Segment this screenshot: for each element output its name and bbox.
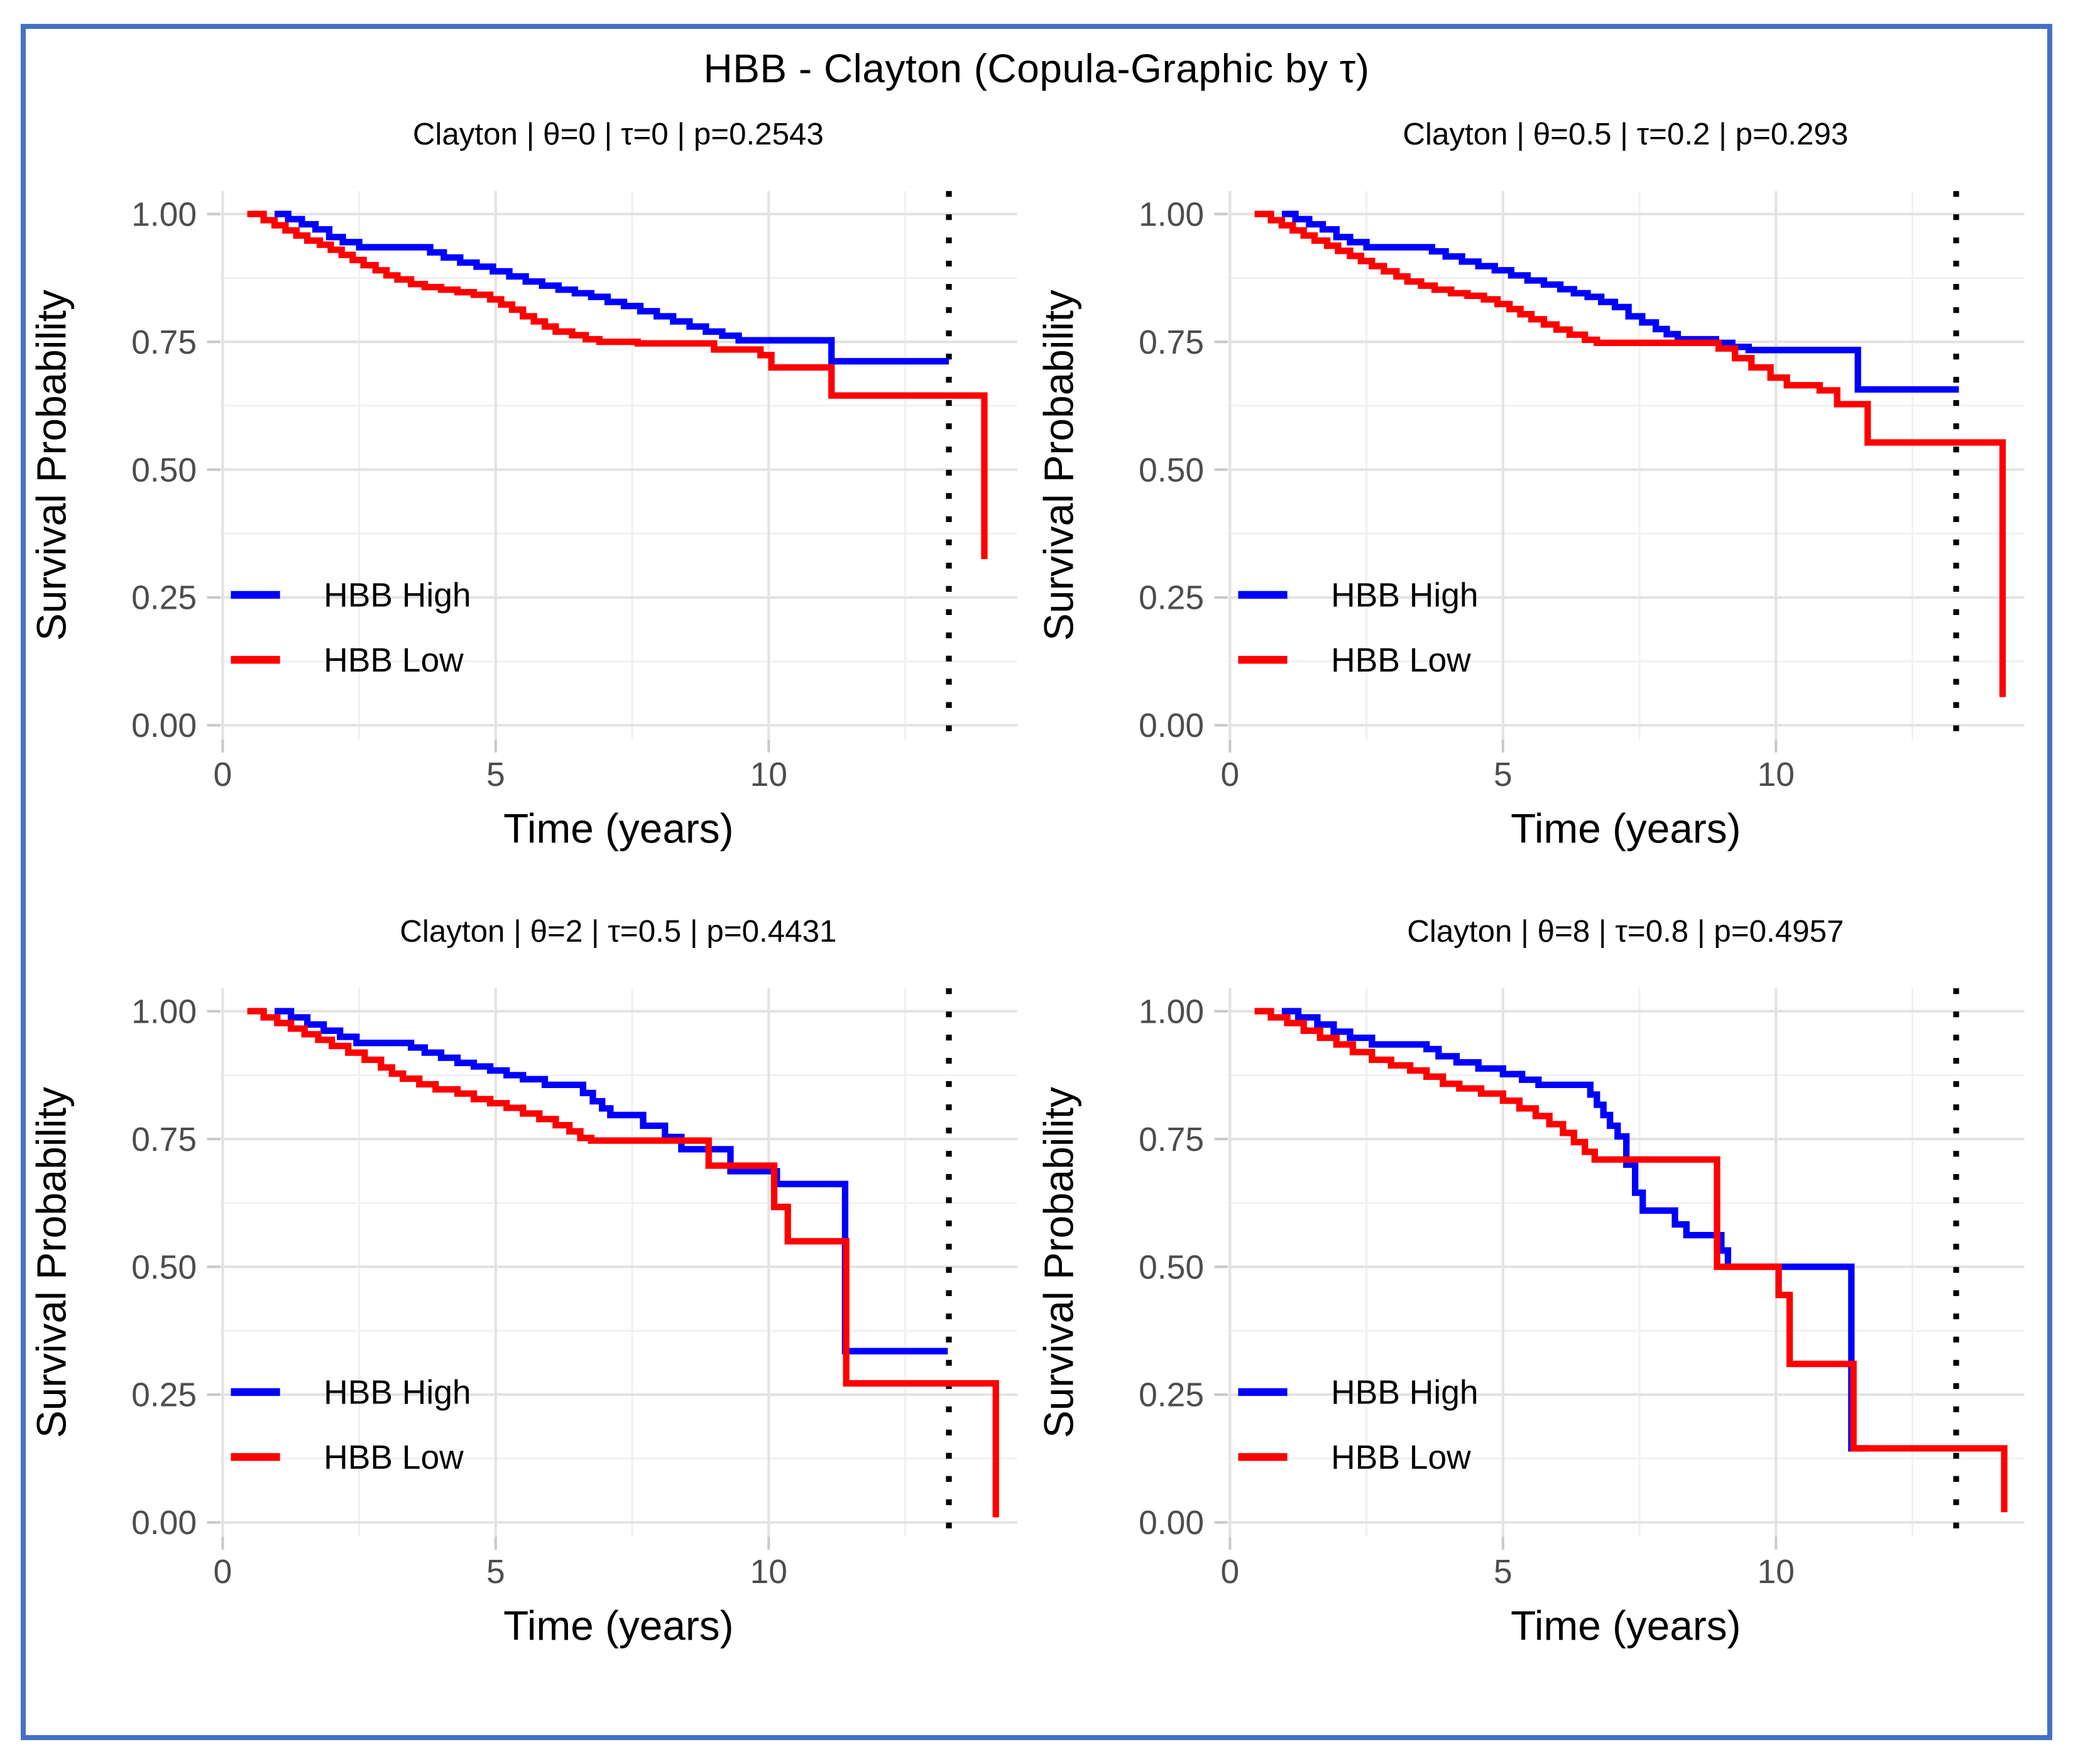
- svg-text:0.50: 0.50: [131, 1249, 197, 1286]
- svg-text:0.25: 0.25: [1139, 1376, 1204, 1413]
- survival-plot-theta2: 0 5 10 0.00 0.25 0.50 0.75 1.00 Time (years) Surv…: [30, 914, 1017, 1649]
- svg-text:5: 5: [1493, 756, 1512, 793]
- svg-text:0.25: 0.25: [131, 580, 197, 617]
- survival-curve-hbb-high: [274, 210, 949, 365]
- survival-plot-theta8: 0 5 10 0.00 0.25 0.50 0.75 1.00 Time (years) Surv…: [1037, 914, 2025, 1649]
- x-axis-title: Time (years): [503, 805, 733, 852]
- svg-text:10: 10: [750, 1554, 787, 1591]
- panel-subtitle: Clayton | θ=8 | τ=0.8 | p=0.4957: [1407, 914, 1844, 949]
- legend: HBB High HBB Low: [1237, 577, 1479, 679]
- svg-text:5: 5: [1493, 1554, 1512, 1591]
- legend-label-hbb-low: HBB Low: [1331, 1439, 1471, 1476]
- survival-panel-theta0: 0 5 10 0.00 0.25 0.50 0.75 1.00 Time (years) Surv…: [30, 94, 1037, 891]
- gridlines-minor: [1227, 191, 2025, 740]
- survival-curves: [247, 210, 988, 560]
- panels-grid: 0 5 10 0.00 0.25 0.50 0.75 1.00 Time (years) Surv…: [26, 94, 2047, 1688]
- svg-text:0.50: 0.50: [1139, 1249, 1204, 1286]
- svg-text:1.00: 1.00: [131, 993, 197, 1030]
- survival-curves: [1254, 210, 2006, 697]
- gridlines-minor: [220, 988, 1017, 1537]
- legend-label-hbb-low: HBB Low: [1331, 642, 1471, 679]
- svg-text:0.00: 0.00: [1139, 1505, 1204, 1542]
- svg-text:0: 0: [214, 1554, 232, 1591]
- y-axis-title: Survival Probability: [1037, 1087, 1082, 1438]
- outer-border-frame: HBB - Clayton (Copula-Graphic by τ) 0 5 10…: [21, 24, 2052, 1740]
- axis-tick-marks: [1213, 1010, 1777, 1550]
- svg-text:0.00: 0.00: [131, 1505, 197, 1542]
- legend: HBB High HBB Low: [1237, 1374, 1479, 1476]
- svg-text:10: 10: [1757, 1554, 1794, 1591]
- svg-text:0.25: 0.25: [131, 1376, 197, 1413]
- svg-text:0: 0: [1220, 1554, 1239, 1591]
- survival-curves: [247, 1008, 999, 1517]
- axis-titles: Time (years) Survival Probability: [1037, 290, 1741, 852]
- legend-label-hbb-high: HBB High: [324, 577, 471, 614]
- survival-curves: [1254, 1008, 2008, 1512]
- svg-text:0.00: 0.00: [131, 707, 197, 744]
- survival-curve-hbb-low: [1254, 1008, 2008, 1512]
- page-title: HBB - Clayton (Copula-Graphic by τ): [703, 46, 1370, 91]
- survival-panel-theta05: 0 5 10 0.00 0.25 0.50 0.75 1.00 Time (years) Surv…: [1037, 94, 2044, 891]
- gridlines-minor: [220, 191, 1017, 740]
- x-axis-title: Time (years): [503, 1602, 733, 1648]
- panel-subtitle: Clayton | θ=0.5 | τ=0.2 | p=0.293: [1403, 117, 1848, 151]
- svg-text:1.00: 1.00: [1139, 993, 1204, 1030]
- y-axis-tick-labels: 0.00 0.25 0.50 0.75 1.00: [131, 196, 197, 744]
- survival-curve-hbb-high: [1281, 1008, 1868, 1452]
- axis-titles: Time (years) Survival Probability: [30, 1087, 734, 1649]
- axis-tick-marks: [1213, 212, 1777, 753]
- svg-text:1.00: 1.00: [1139, 196, 1204, 233]
- svg-text:0.75: 0.75: [1139, 1121, 1204, 1158]
- legend-label-hbb-low: HBB Low: [324, 642, 464, 679]
- svg-text:0.50: 0.50: [1139, 452, 1204, 489]
- svg-text:0.50: 0.50: [131, 452, 197, 489]
- survival-curve-hbb-low: [1254, 210, 2006, 697]
- svg-text:0.25: 0.25: [1139, 580, 1204, 617]
- svg-text:0.75: 0.75: [131, 1121, 197, 1158]
- y-axis-tick-labels: 0.00 0.25 0.50 0.75 1.00: [1139, 993, 1204, 1542]
- x-axis-tick-labels: 0 5 10: [214, 756, 787, 793]
- x-axis-title: Time (years): [1511, 805, 1741, 852]
- x-axis-title: Time (years): [1511, 1602, 1741, 1648]
- svg-text:10: 10: [1757, 756, 1794, 793]
- survival-plot-theta0: 0 5 10 0.00 0.25 0.50 0.75 1.00 Time (years) Surv…: [30, 117, 1017, 852]
- survival-panel-theta8: 0 5 10 0.00 0.25 0.50 0.75 1.00 Time (years) Surv…: [1037, 891, 2044, 1689]
- x-axis-tick-labels: 0 5 10: [1220, 1554, 1794, 1591]
- y-axis-tick-labels: 0.00 0.25 0.50 0.75 1.00: [131, 993, 197, 1542]
- survival-plot-theta05: 0 5 10 0.00 0.25 0.50 0.75 1.00 Time (years) Surv…: [1037, 117, 2025, 852]
- survival-curve-hbb-high: [1281, 210, 1959, 393]
- axis-tick-marks: [207, 1010, 770, 1550]
- y-axis-title: Survival Probability: [30, 290, 75, 641]
- legend-label-hbb-high: HBB High: [1331, 1374, 1479, 1411]
- legend-label-hbb-low: HBB Low: [324, 1439, 464, 1476]
- svg-text:5: 5: [486, 756, 505, 793]
- svg-text:0: 0: [1220, 756, 1239, 793]
- x-axis-tick-labels: 0 5 10: [214, 1554, 787, 1591]
- y-axis-title: Survival Probability: [1037, 290, 1082, 641]
- svg-text:0.75: 0.75: [1139, 324, 1204, 361]
- survival-panel-theta2: 0 5 10 0.00 0.25 0.50 0.75 1.00 Time (years) Surv…: [30, 891, 1037, 1689]
- survival-curve-hbb-low: [247, 210, 988, 560]
- svg-text:0.00: 0.00: [1139, 707, 1204, 744]
- panel-subtitle: Clayton | θ=0 | τ=0 | p=0.2543: [413, 117, 824, 151]
- svg-text:1.00: 1.00: [131, 196, 197, 233]
- x-axis-tick-labels: 0 5 10: [1220, 756, 1794, 793]
- survival-curve-hbb-low: [247, 1008, 999, 1517]
- legend: HBB High HBB Low: [231, 1374, 471, 1476]
- y-axis-title: Survival Probability: [30, 1087, 75, 1438]
- svg-text:10: 10: [750, 756, 787, 793]
- gridlines-major: [220, 988, 1017, 1537]
- axis-titles: Time (years) Survival Probability: [30, 290, 734, 852]
- svg-text:0.75: 0.75: [131, 324, 197, 361]
- legend-label-hbb-high: HBB High: [324, 1374, 471, 1411]
- axis-tick-marks: [207, 212, 770, 753]
- axis-titles: Time (years) Survival Probability: [1037, 1087, 1741, 1649]
- y-axis-tick-labels: 0.00 0.25 0.50 0.75 1.00: [1139, 196, 1204, 744]
- legend: HBB High HBB Low: [231, 577, 471, 679]
- svg-text:0: 0: [214, 756, 232, 793]
- svg-text:5: 5: [486, 1554, 505, 1591]
- survival-curve-hbb-high: [274, 1008, 948, 1354]
- panel-subtitle: Clayton | θ=2 | τ=0.5 | p=0.4431: [400, 914, 836, 949]
- legend-label-hbb-high: HBB High: [1331, 577, 1479, 614]
